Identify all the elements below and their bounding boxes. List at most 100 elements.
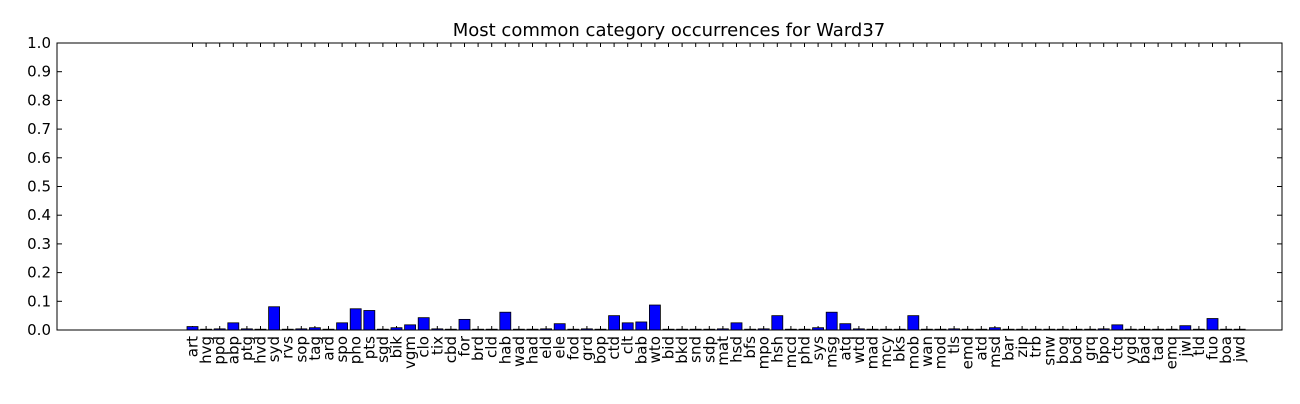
x-tick-label: ctd <box>605 336 623 360</box>
x-tick-label: clt <box>619 336 637 354</box>
x-tick-label: pho <box>347 336 365 364</box>
y-tick-label: 1.0 <box>27 34 51 52</box>
x-tick-label: emd <box>959 336 977 369</box>
bar-art <box>186 326 199 331</box>
x-tick-label: syd <box>265 336 283 362</box>
x-tick-label: wtd <box>850 336 868 364</box>
x-tick-label: bop <box>592 336 610 364</box>
y-tick-label: 0.4 <box>27 206 51 224</box>
x-tick-label: jwd <box>1231 336 1249 363</box>
x-tick-label: bks <box>891 336 909 362</box>
bar-syd <box>268 306 281 331</box>
x-tick-label: bik <box>388 336 406 359</box>
bar-jwl <box>1179 325 1192 331</box>
x-tick-label: boa <box>1217 336 1235 364</box>
x-tick-label: fod <box>564 336 582 360</box>
y-tick-label: 0.0 <box>27 321 51 339</box>
bar-vgm <box>404 324 417 331</box>
bar-msg <box>825 311 838 331</box>
x-tick-label: bfs <box>741 336 759 359</box>
bar-ctq <box>1111 324 1124 331</box>
x-tick-label: msg <box>823 336 841 368</box>
x-tick-label: wan <box>918 336 936 367</box>
x-tick-label: rvs <box>279 336 297 359</box>
x-tick-label: cbd <box>442 336 460 363</box>
y-tick-label: 0.9 <box>27 63 51 81</box>
x-tick-label: atd <box>972 336 990 361</box>
x-tick-label: trb <box>1027 336 1045 358</box>
x-axis: arthvgppdabpptghvdsydrvssoptagardspophop… <box>184 43 1249 369</box>
x-tick-label: bkd <box>673 336 691 364</box>
x-tick-label: hvg <box>197 336 215 364</box>
x-tick-label: hab <box>496 336 514 364</box>
x-tick-label: grd <box>578 336 596 361</box>
x-tick-label: ygd <box>1122 336 1140 364</box>
y-tick-label: 0.8 <box>27 91 51 109</box>
bar-ele <box>553 323 566 331</box>
x-tick-label: sop <box>292 336 310 363</box>
y-tick-label: 0.6 <box>27 149 51 167</box>
x-tick-label: hvd <box>252 336 270 364</box>
y-tick-label: 0.2 <box>27 264 51 282</box>
y-tick-label: 0.3 <box>27 235 51 253</box>
x-tick-label: msd <box>986 336 1004 368</box>
chart-title: Most common category occurrences for War… <box>453 20 886 41</box>
x-tick-label: had <box>524 336 542 364</box>
x-tick-label: mad <box>864 336 882 369</box>
bar-for <box>458 318 471 331</box>
x-tick-label: ptg <box>238 336 256 361</box>
x-tick-label: bab <box>632 336 650 364</box>
x-tick-label: art <box>184 336 202 357</box>
x-tick-label: ele <box>551 336 569 359</box>
x-tick-label: mod <box>932 336 950 369</box>
bar-spo <box>336 322 349 331</box>
bar-hab <box>499 311 512 331</box>
x-tick-label: brd <box>469 336 487 361</box>
x-tick-label: bar <box>1000 335 1018 361</box>
x-tick-label: tls <box>945 336 963 354</box>
bar-hsh <box>771 315 784 331</box>
x-tick-label: grq <box>1081 336 1099 361</box>
x-tick-label: fuo <box>1204 336 1222 360</box>
x-tick-label: tag <box>306 336 324 361</box>
x-tick-label: mob <box>904 336 922 369</box>
bar-mob <box>907 315 920 331</box>
y-tick-label: 0.1 <box>27 292 51 310</box>
bars-group <box>186 304 1246 331</box>
x-tick-label: sgd <box>374 336 392 363</box>
x-tick-label: for <box>456 335 474 356</box>
x-tick-label: phd <box>796 336 814 365</box>
x-tick-label: eld <box>537 336 555 359</box>
x-tick-label: wad <box>510 336 528 367</box>
x-tick-label: ppd <box>211 336 229 365</box>
x-tick-label: emq <box>1163 336 1181 369</box>
x-tick-label: bod <box>1068 336 1086 364</box>
x-tick-label: sdp <box>700 336 718 363</box>
bar-ctd <box>608 315 620 331</box>
x-tick-label: wto <box>646 336 664 363</box>
x-tick-label: tad <box>1149 336 1167 361</box>
x-tick-label: sys <box>809 336 827 361</box>
x-tick-label: bad <box>1136 336 1154 364</box>
bar-clo <box>417 317 430 331</box>
x-tick-label: snd <box>687 336 705 363</box>
bar-abp <box>227 322 240 331</box>
bar-clt <box>621 322 634 331</box>
x-tick-label: bpo <box>1095 336 1113 364</box>
x-tick-label: hsd <box>728 336 746 363</box>
x-tick-label: clo <box>415 336 433 358</box>
x-tick-label: spo <box>333 336 351 363</box>
bar-pts <box>363 310 376 331</box>
x-tick-label: jwl <box>1176 336 1194 358</box>
x-tick-label: hsh <box>768 336 786 363</box>
x-tick-label: bid <box>660 336 678 359</box>
x-tick-label: ard <box>320 336 338 361</box>
x-tick-label: bog <box>1054 336 1072 364</box>
x-tick-label: vgm <box>401 336 419 369</box>
bar-atq <box>839 323 852 331</box>
x-tick-label: pts <box>360 336 378 359</box>
bar-bab <box>635 321 648 331</box>
bar-wto <box>649 304 661 331</box>
x-tick-label: abp <box>224 336 242 364</box>
